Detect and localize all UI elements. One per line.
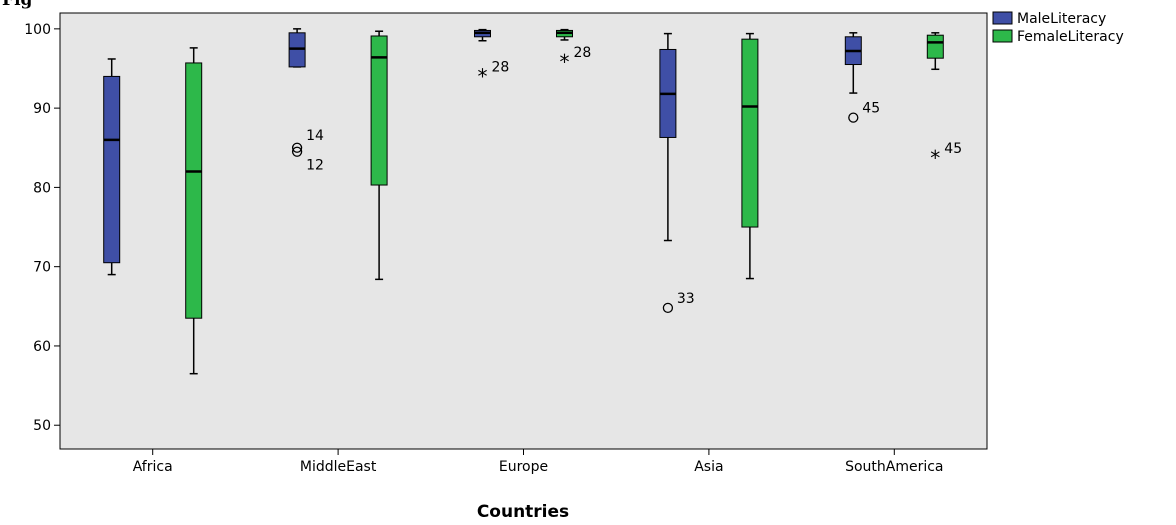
- box-body: [370, 35, 388, 186]
- y-tick-label-60: 60: [33, 339, 51, 355]
- outlier-MaleLiteracy-33: 33: [662, 291, 695, 314]
- y-tick-label-90: 90: [33, 101, 51, 117]
- x-tick-label-Africa: Africa: [133, 459, 173, 475]
- y-tick-label-100: 100: [24, 22, 51, 38]
- outlier-label: 33: [677, 291, 695, 307]
- box-MaleLiteracy-Europe: [474, 28, 491, 42]
- y-tick-label-50: 50: [33, 418, 51, 434]
- x-tick-label-SouthAmerica: SouthAmerica: [845, 459, 943, 475]
- legend-label-MaleLiteracy: MaleLiteracy: [1017, 11, 1106, 27]
- x-tick-label-Asia: Asia: [694, 459, 723, 475]
- boxes-layer: [103, 28, 944, 375]
- outlier-circle: [291, 142, 303, 153]
- outlier-star: *: [560, 50, 570, 74]
- outlier-label: 45: [944, 141, 962, 157]
- outlier-MaleLiteracy-28: * 28: [478, 59, 510, 88]
- box-body: [741, 38, 759, 228]
- outlier-MaleLiteracy-45: 45: [848, 101, 880, 123]
- box-body: [103, 75, 121, 264]
- legend-swatch-MaleLiteracy: [992, 11, 1013, 25]
- outlier-label: 14: [306, 128, 324, 144]
- outlier-label: 12: [306, 158, 324, 174]
- box-MaleLiteracy-MiddleEast: [288, 28, 306, 68]
- box-FemaleLiteracy-SouthAmerica: [926, 32, 944, 71]
- y-tick-label-80: 80: [33, 180, 51, 196]
- box-MaleLiteracy-SouthAmerica: [844, 32, 862, 94]
- outlier-label: 28: [492, 59, 510, 75]
- box-FemaleLiteracy-Asia: [741, 32, 759, 280]
- outlier-circle: [662, 302, 674, 314]
- figure-heading: Fig: [2, 0, 33, 10]
- box-body: [926, 34, 944, 59]
- outlier-FemaleLiteracy-45: * 45: [930, 141, 962, 170]
- x-tick-label-MiddleEast: MiddleEast: [300, 459, 377, 475]
- outlier-circle: [848, 112, 859, 123]
- legend: MaleLiteracy FemaleLiteracy: [992, 11, 1124, 45]
- y-axis: 50 60 70 80 90 100: [24, 22, 60, 434]
- outlier-star: *: [478, 64, 488, 88]
- outlier-label: 45: [862, 101, 880, 117]
- x-axis-title: Countries: [477, 502, 569, 522]
- box-MaleLiteracy-Asia: [659, 32, 677, 242]
- box-FemaleLiteracy-Europe: [556, 28, 573, 41]
- box-FemaleLiteracy-Africa: [185, 47, 203, 375]
- x-axis: Africa MiddleEast Europe Asia SouthAmerica: [133, 449, 944, 475]
- box-FemaleLiteracy-MiddleEast: [370, 30, 388, 281]
- outlier-label: 28: [574, 45, 592, 61]
- legend-label-FemaleLiteracy: FemaleLiteracy: [1017, 29, 1124, 45]
- plot-area: [59, 12, 988, 450]
- y-tick-label-70: 70: [33, 260, 51, 276]
- outlier-MaleLiteracy-12: 12: [291, 146, 324, 174]
- legend-swatch-FemaleLiteracy: [992, 29, 1013, 43]
- outlier-circle: [291, 146, 303, 157]
- x-tick-label-Europe: Europe: [499, 459, 548, 475]
- box-body: [185, 62, 203, 319]
- outlier-FemaleLiteracy-28: * 28: [560, 45, 592, 74]
- outlier-MaleLiteracy-14: 14: [291, 128, 324, 153]
- outlier-star: *: [930, 146, 940, 170]
- box-MaleLiteracy-Africa: [103, 58, 121, 276]
